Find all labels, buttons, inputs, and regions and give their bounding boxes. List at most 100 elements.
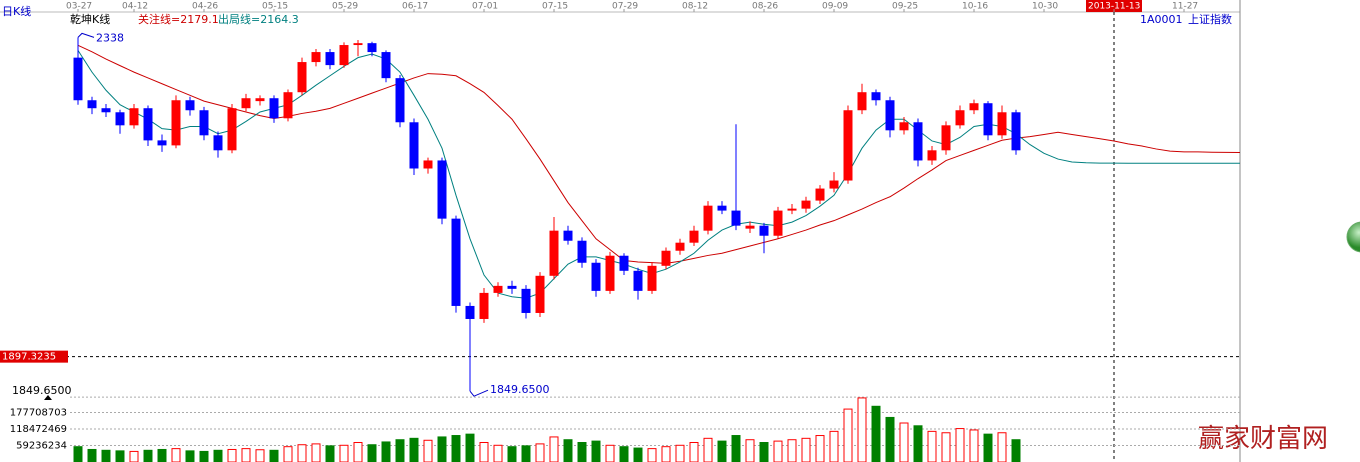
candle-body [969,103,979,111]
candle-body [605,255,615,291]
high-label: 2338 [96,31,124,44]
volume-bar [535,443,545,462]
volume-bar [941,432,951,462]
volume-bar [339,444,349,462]
axis-marker [44,395,52,400]
volume-bar [773,440,783,462]
volume-bar [213,449,223,462]
volume-bar [73,446,83,462]
candle-body [591,262,601,291]
cursor-price-box [0,350,68,363]
volume-bar [269,449,279,462]
volume-bar [619,446,629,462]
volume-bar [521,445,531,462]
symbol-code: 1A0001 [1140,13,1183,26]
date-label: 07-29 [612,2,638,12]
volume-bar [787,439,797,462]
volume-bar [241,448,251,462]
side-button[interactable] [1346,221,1360,253]
volume-tick-label: 118472469 [10,424,67,435]
candle-body [815,188,825,201]
candle-body [521,288,531,313]
volume-bar [1011,439,1021,462]
candle-body [899,122,909,131]
ma-line [77,50,1240,299]
candle-body [955,110,965,126]
candle-body [507,285,517,289]
candle-body [171,100,181,146]
candle-body [661,250,671,266]
candle-body [409,122,419,169]
candle-body [703,205,713,231]
candle-body [577,240,587,263]
candle-body [941,125,951,151]
candle-body [199,110,209,136]
candle-body [871,92,881,101]
date-label: 08-26 [752,2,778,12]
volume-bar [815,435,825,462]
volume-bar [731,435,741,462]
volume-bar [325,445,335,462]
candle-body [787,208,797,211]
volume-bar [675,444,685,462]
volume-bar [983,433,993,462]
candle-body [227,108,237,151]
low-pointer [469,389,489,397]
candle-body [381,52,391,79]
volume-bar [367,444,377,462]
date-label: 09-25 [892,2,918,12]
volume-bar [87,448,97,462]
volume-bar [801,437,811,462]
volume-bar [185,450,195,462]
candle-body [269,98,279,119]
candle-body [479,292,489,319]
volume-bar [605,444,615,462]
date-label: 10-16 [962,2,988,12]
volume-bar [689,442,699,462]
low-label: 1849.6500 [490,383,550,396]
candle-body [927,150,937,161]
volume-bar [451,435,461,462]
date-label: 11-27 [1172,2,1198,12]
candle-body [129,108,139,126]
candle-body [465,305,475,319]
volume-bar [353,442,363,462]
candle-body [731,210,741,226]
candle-body [913,122,923,161]
candle-body [997,112,1007,136]
candle-body [745,225,755,229]
volume-bar [255,449,265,462]
volume-bar [437,436,447,462]
volume-bar [843,408,853,462]
candle-body [619,255,629,271]
volume-bar [955,428,965,462]
candle-body [143,108,153,141]
candle-body [563,230,573,241]
date-label: 06-17 [402,2,428,12]
volume-bar [899,422,909,462]
date-label: 07-01 [472,2,498,12]
volume-bar [647,448,657,462]
date-label: 05-29 [332,2,358,12]
candle-body [759,225,769,236]
volume-bar [129,450,139,462]
volume-bar [101,449,111,462]
volume-tick-label: 59236234 [16,441,67,452]
volume-bar [577,442,587,462]
volume-bar [311,443,321,462]
cursor-price-label: 1897.3235 [2,352,56,363]
candle-body [73,57,83,101]
volume-bar [115,450,125,462]
date-label: 09-09 [822,2,848,12]
candle-body [633,270,643,291]
candle-body [773,210,783,236]
candle-body [717,205,727,211]
candle-body [829,180,839,189]
candle-body [367,43,377,53]
volume-bar [633,447,643,462]
candle-body [535,275,545,313]
date-label: 08-12 [682,2,708,12]
legend-entry: 关注线=2179.1 [138,12,219,26]
date-label: 10-30 [1032,2,1058,12]
